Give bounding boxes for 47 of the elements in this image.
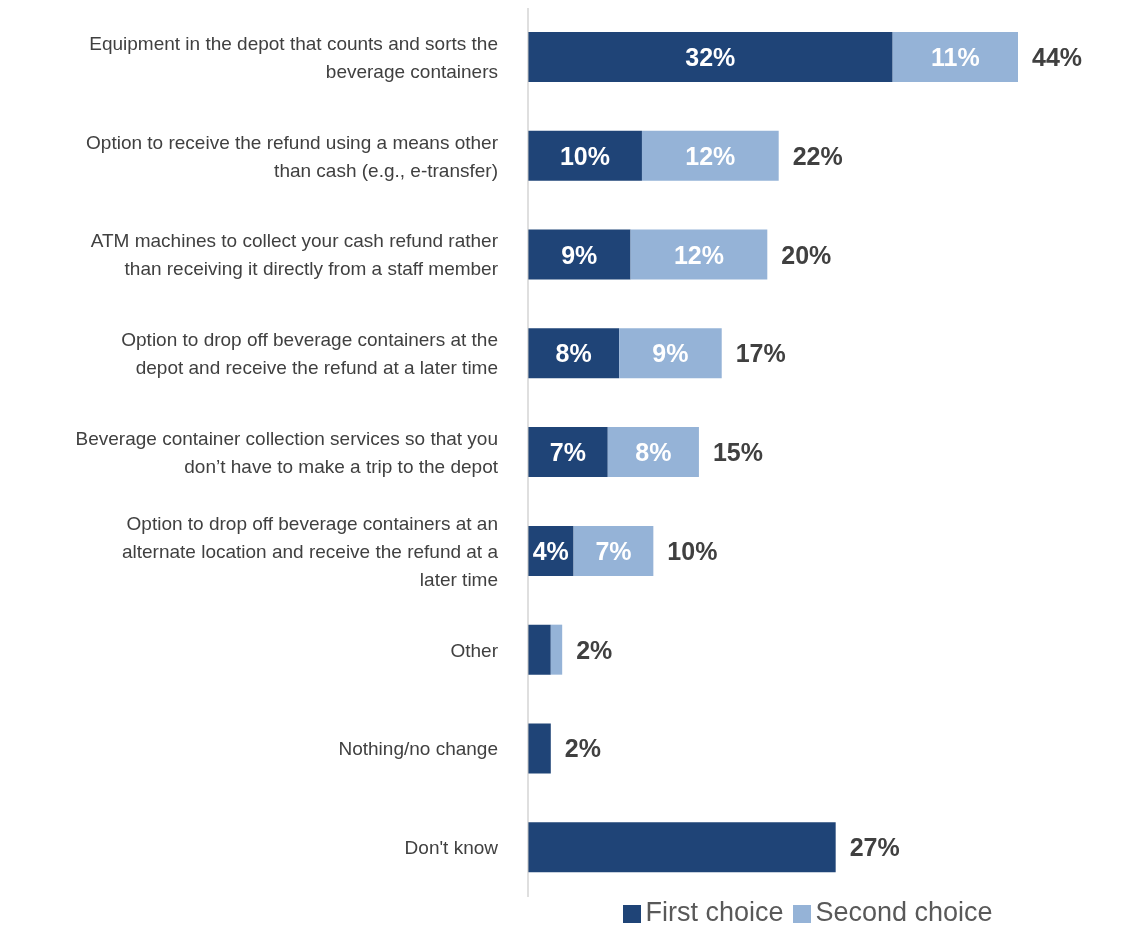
y-tick-label: Don't know	[404, 837, 499, 859]
bar	[630, 229, 768, 280]
y-tick-label: Option to receive the refund using a means other than cash (e.g., e-transfer)	[86, 131, 499, 181]
data-label: 12%	[685, 141, 736, 170]
data-label: 7%	[595, 536, 632, 565]
data-label: 10%	[559, 141, 610, 170]
bar	[528, 32, 893, 82]
bar	[528, 427, 608, 478]
data-label: 8%	[635, 438, 672, 467]
legend-label: Second choice	[815, 897, 993, 927]
y-tick-label: Equipment in the depot that counts and sorts the beverage containers	[89, 32, 498, 82]
bar	[528, 723, 551, 774]
total-label: 44%	[1032, 43, 1083, 71]
data-label: 32%	[685, 43, 736, 71]
data-label: 7%	[549, 438, 586, 467]
y-tick-label: Beverage container collection services so that you don’t have to make a trip to the depot	[75, 428, 499, 477]
total-label: 17%	[735, 339, 786, 368]
total-label: 10%	[667, 536, 718, 565]
bar	[528, 130, 642, 181]
bar	[528, 229, 631, 280]
y-tick-label: Option to drop off beverage containers at an alternate location and receive the refund at a later time	[121, 512, 499, 590]
y-tick-label: Nothing/no change	[338, 738, 498, 760]
bar	[528, 624, 551, 675]
legend-label: First choice	[645, 897, 784, 927]
bar	[641, 130, 779, 181]
bar	[619, 328, 722, 379]
bar	[573, 525, 654, 576]
total-label: 15%	[712, 438, 763, 467]
data-label: 12%	[673, 240, 724, 269]
bar	[528, 822, 836, 873]
bar	[550, 624, 563, 675]
data-label: 9%	[652, 339, 689, 368]
y-tick-label: ATM machines to collect your cash refund rather than receiving it directly from a staff member	[90, 230, 499, 280]
bar	[528, 328, 620, 379]
total-label: 2%	[576, 635, 613, 664]
total-label: 27%	[849, 833, 900, 862]
total-label: 2%	[564, 734, 601, 763]
data-label: 4%	[532, 536, 569, 565]
total-label: 22%	[792, 141, 843, 170]
bar	[892, 32, 1018, 82]
data-label: 9%	[561, 240, 598, 269]
y-tick-label: Other	[450, 639, 499, 661]
bar	[607, 427, 699, 478]
data-label: 8%	[555, 339, 592, 368]
total-label: 20%	[781, 240, 832, 269]
data-label: 11%	[930, 43, 980, 71]
y-tick-label: Option to drop off beverage containers at the depot and receive the refund at a later time	[121, 329, 498, 379]
